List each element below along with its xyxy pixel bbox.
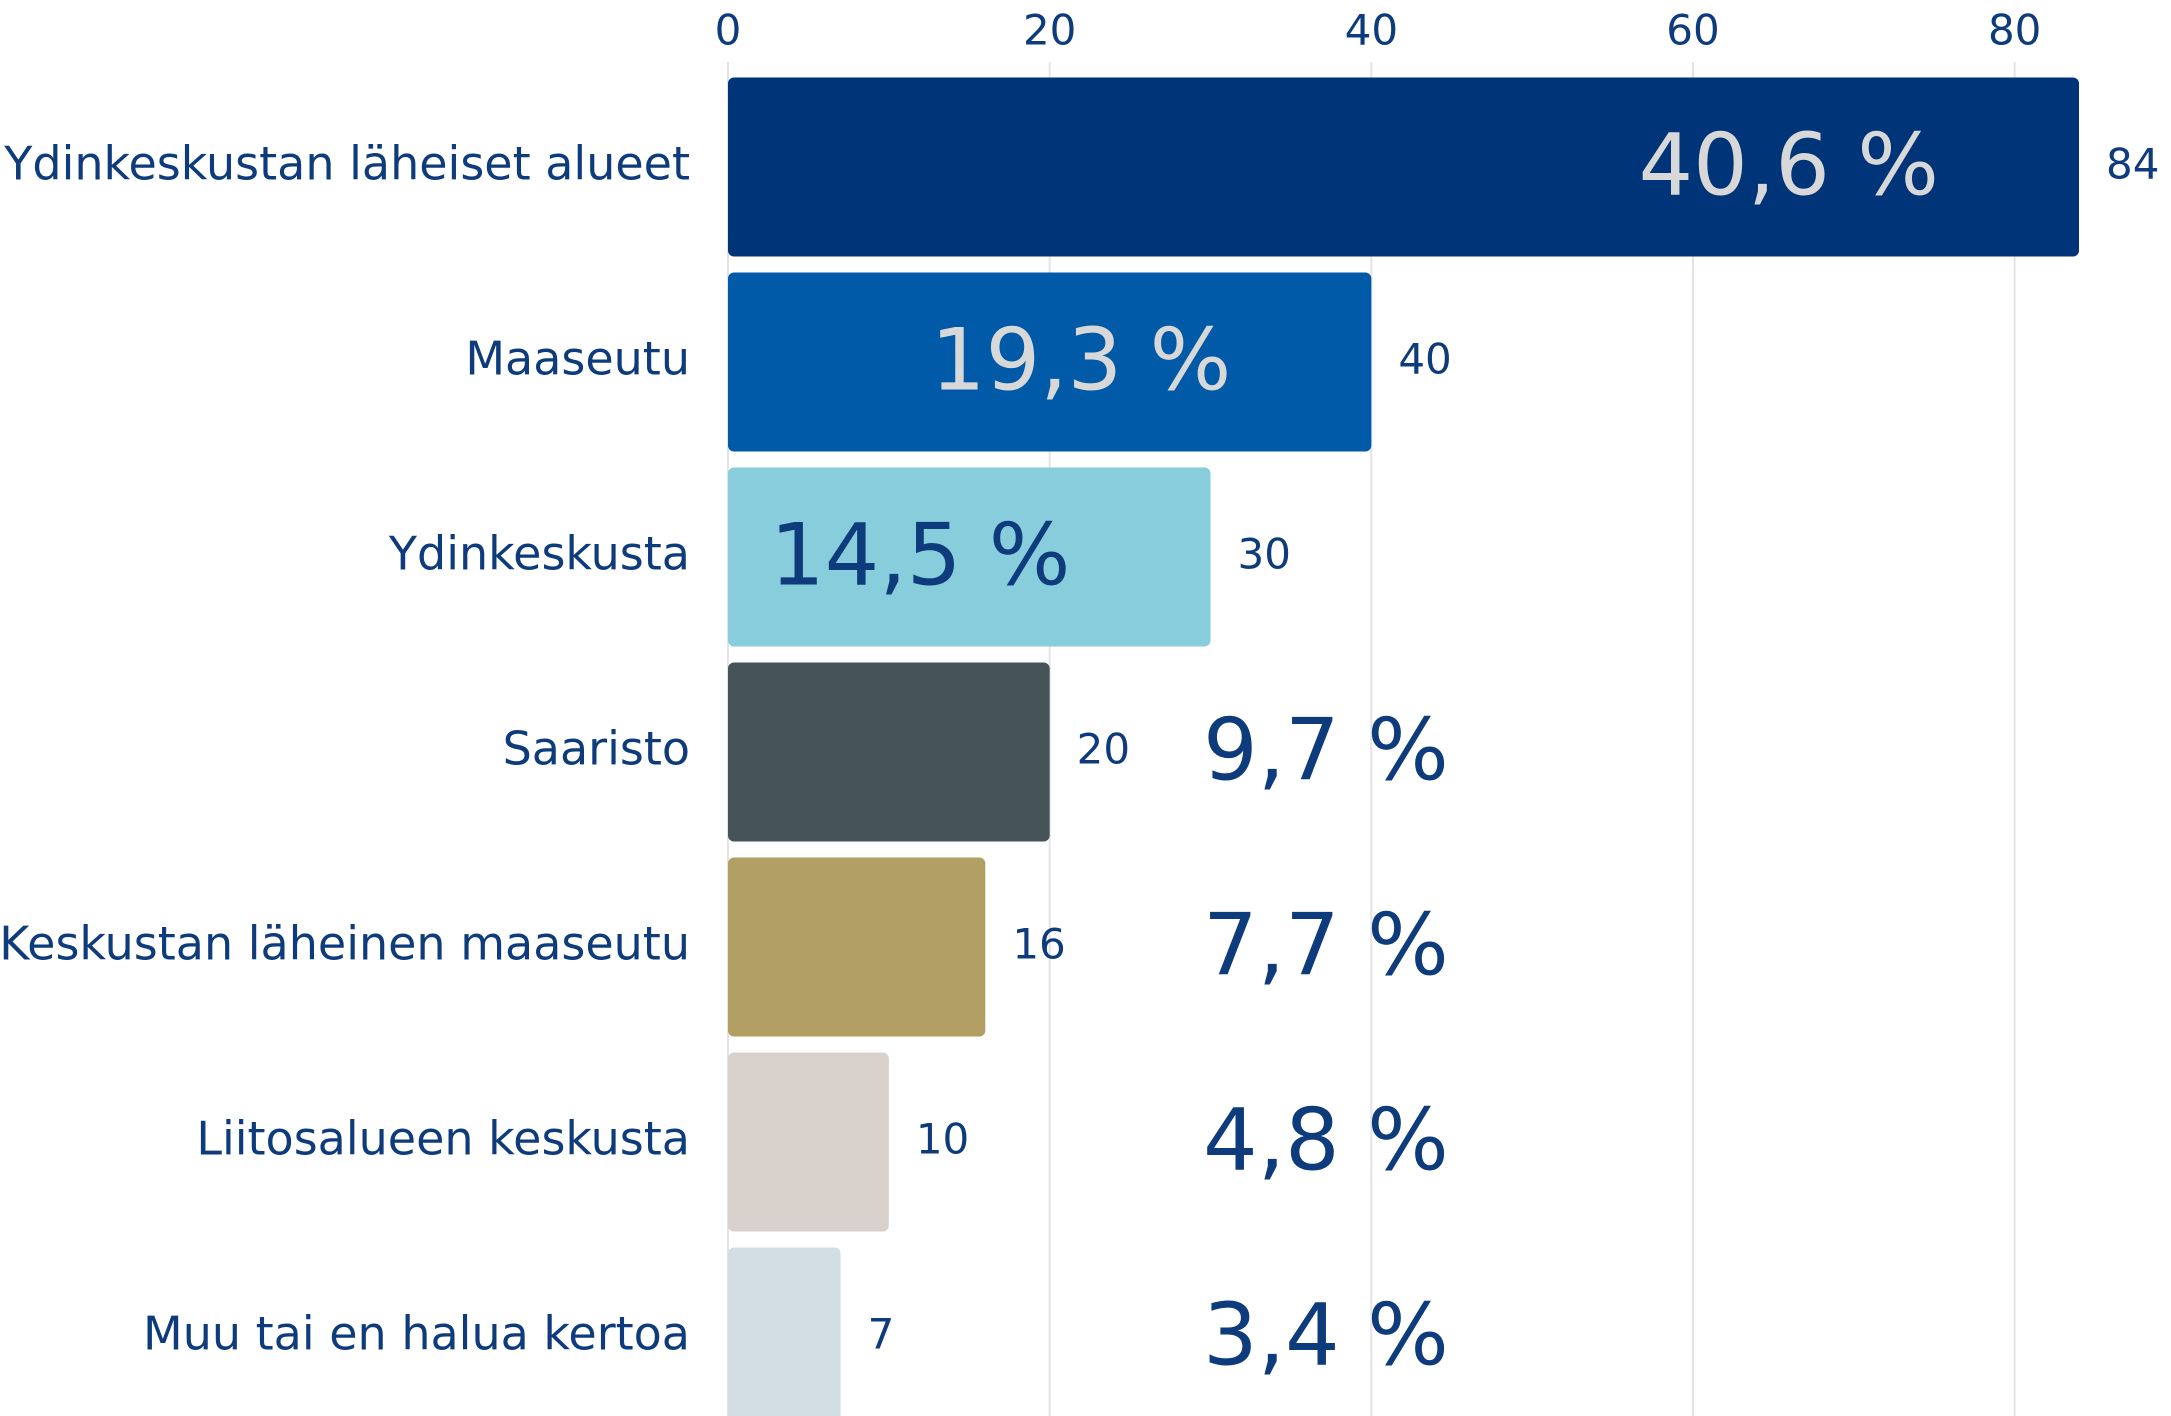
percent-label: 3,4 %: [1203, 1285, 1449, 1385]
bar: [728, 1247, 841, 1416]
category-label: Liitosalueen keskusta: [196, 1112, 690, 1166]
bar: [728, 857, 986, 1037]
percent-label: 9,7 %: [1203, 700, 1449, 800]
value-label: 10: [916, 1115, 969, 1164]
bar: [728, 272, 1372, 452]
percent-label: 4,8 %: [1203, 1090, 1449, 1190]
value-label: 40: [1398, 335, 1451, 384]
bar: [728, 467, 1211, 647]
value-label: 20: [1077, 725, 1130, 774]
value-label: 30: [1238, 530, 1291, 579]
value-label: 7: [868, 1310, 895, 1359]
bar: [728, 77, 2079, 257]
percent-label: 19,3 %: [931, 310, 1232, 410]
x-tick-label: 0: [715, 6, 742, 55]
bar: [728, 662, 1050, 842]
value-label: 16: [1012, 920, 1065, 969]
category-label: Muu tai en halua kertoa: [143, 1307, 690, 1361]
x-tick-label: 20: [1023, 6, 1076, 55]
category-label: Maaseutu: [465, 332, 690, 386]
bar: [728, 1052, 889, 1232]
x-tick-label: 80: [1988, 6, 2041, 55]
x-tick-label: 60: [1666, 6, 1719, 55]
percent-label: 14,5 %: [770, 505, 1071, 605]
category-label: Ydinkeskusta: [388, 527, 690, 581]
value-label: 84: [2106, 140, 2159, 189]
category-label: Keskustan läheinen maaseutu: [0, 917, 690, 971]
x-tick-label: 40: [1345, 6, 1398, 55]
percent-label: 7,7 %: [1203, 895, 1449, 995]
category-label: Saaristo: [503, 722, 690, 776]
percent-label: 40,6 %: [1638, 115, 1939, 215]
category-label: Ydinkeskustan läheiset alueet: [3, 137, 690, 191]
